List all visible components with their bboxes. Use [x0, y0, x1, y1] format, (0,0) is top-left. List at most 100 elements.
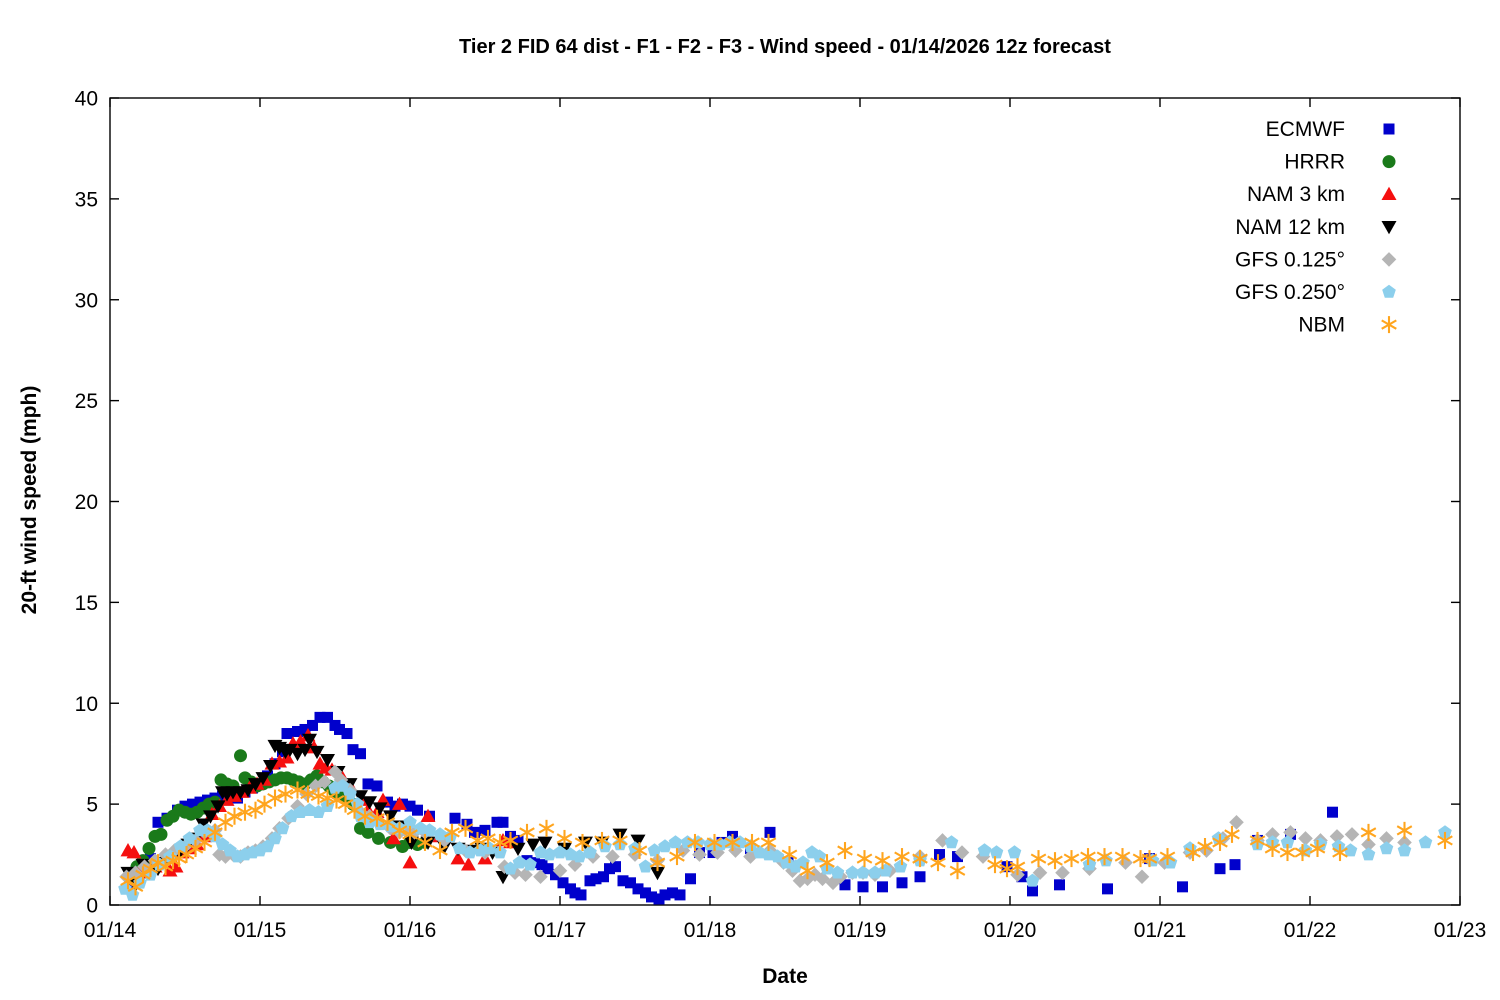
marker [819, 854, 835, 872]
marker [275, 821, 290, 835]
legend-label-hrrr: HRRR [1284, 151, 1345, 174]
marker-spoke [856, 853, 873, 864]
marker-spoke [631, 845, 648, 856]
x-axis-title: Date [762, 965, 808, 988]
marker [292, 725, 303, 737]
marker [1379, 841, 1394, 855]
marker-spoke [135, 869, 151, 880]
marker [299, 723, 311, 735]
marker [237, 803, 253, 821]
marker [420, 808, 436, 823]
marker [461, 818, 473, 830]
marker [764, 826, 776, 838]
marker-spoke [574, 837, 591, 848]
marker-spoke [1224, 829, 1240, 840]
marker [1379, 831, 1394, 846]
marker [433, 827, 447, 841]
marker [417, 833, 433, 851]
marker [196, 833, 213, 851]
marker-spoke [1437, 835, 1453, 846]
marker-spoke [337, 799, 354, 810]
y-tick-label: 15 [75, 592, 98, 615]
marker [248, 778, 263, 792]
marker [493, 845, 507, 859]
marker [277, 785, 294, 803]
marker [856, 865, 870, 879]
marker [650, 866, 665, 881]
marker [124, 879, 135, 891]
marker [949, 862, 966, 880]
marker [289, 781, 306, 799]
marker [525, 838, 541, 852]
marker-spoke [837, 845, 853, 856]
marker [135, 866, 151, 884]
marker [1197, 837, 1213, 855]
y-tick-label: 10 [75, 693, 98, 716]
marker-spoke [480, 833, 496, 844]
marker [240, 784, 256, 798]
marker [954, 845, 970, 860]
marker [893, 859, 908, 873]
x-tick-label: 01/23 [1434, 919, 1487, 942]
marker [914, 871, 926, 883]
marker [538, 819, 555, 837]
marker [523, 857, 537, 871]
marker [837, 842, 853, 860]
marker [187, 798, 198, 810]
marker [512, 855, 527, 869]
marker [627, 847, 643, 862]
marker [1102, 883, 1113, 895]
marker [469, 831, 486, 849]
marker [989, 845, 1004, 859]
marker-spoke [1159, 851, 1176, 862]
marker [154, 827, 168, 841]
x-tick-label: 01/15 [234, 919, 287, 942]
marker-spoke [357, 811, 373, 822]
marker [267, 789, 283, 807]
legend-label-ecmwf: ECMWF [1266, 118, 1345, 141]
marker [391, 821, 408, 839]
marker [604, 863, 615, 875]
marker [383, 810, 398, 824]
marker [302, 733, 317, 748]
marker [1381, 252, 1397, 267]
marker [760, 833, 777, 851]
marker-spoke [379, 817, 396, 828]
marker [839, 879, 851, 891]
marker [1025, 873, 1040, 887]
marker [432, 842, 448, 860]
marker-spoke [894, 851, 910, 862]
marker-spoke [319, 792, 336, 804]
marker-spoke [799, 865, 816, 876]
marker-spoke [1212, 837, 1228, 848]
marker-spoke [669, 851, 685, 862]
x-tick-label: 01/19 [834, 919, 887, 942]
marker-spoke [874, 855, 891, 866]
marker-spoke [196, 837, 213, 848]
marker [314, 711, 326, 723]
marker-spoke [1332, 847, 1348, 858]
marker [1177, 881, 1188, 893]
marker [226, 807, 243, 825]
marker [845, 865, 860, 879]
marker [1032, 865, 1048, 881]
x-tick-label: 01/22 [1284, 919, 1337, 942]
marker [479, 824, 491, 836]
marker [1134, 869, 1150, 885]
marker [1080, 848, 1096, 866]
legend-item-nam-12-km: NAM 12 km [1235, 216, 1397, 239]
marker [510, 842, 526, 857]
legend-item-hrrr: HRRR [1284, 151, 1396, 174]
marker [268, 831, 282, 845]
marker [667, 887, 678, 899]
y-axis-title: 20-ft wind speed (mph) [18, 385, 41, 615]
marker [1382, 155, 1396, 169]
marker [896, 877, 908, 889]
marker [874, 852, 891, 870]
marker [355, 748, 366, 760]
marker [1437, 831, 1453, 849]
marker [357, 807, 373, 825]
marker [987, 856, 1003, 874]
marker [457, 819, 474, 837]
marker [796, 855, 810, 869]
